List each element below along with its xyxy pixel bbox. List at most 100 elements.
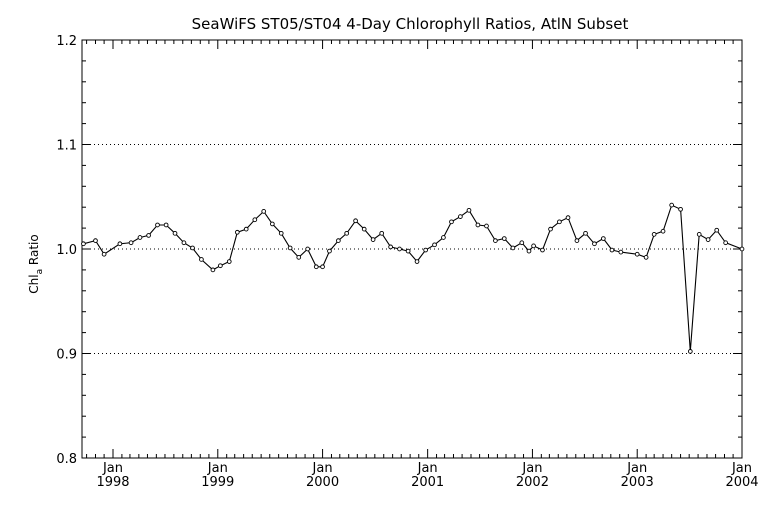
data-point xyxy=(278,230,284,236)
data-point xyxy=(320,264,325,270)
data-point xyxy=(600,236,606,241)
plot-frame xyxy=(81,39,743,459)
data-point xyxy=(705,237,711,242)
data-point xyxy=(660,228,666,234)
data-point xyxy=(81,241,86,247)
data-point xyxy=(526,248,532,254)
data-point xyxy=(678,206,683,212)
data-point xyxy=(714,227,720,233)
data-point xyxy=(388,244,393,250)
data-point xyxy=(336,238,341,243)
y-tick-label: 0.8 xyxy=(56,452,77,467)
data-point xyxy=(269,221,275,227)
data-point xyxy=(651,232,657,237)
data-series xyxy=(81,202,745,354)
data-point xyxy=(155,222,160,228)
data-point xyxy=(548,226,553,232)
data-point xyxy=(146,233,151,238)
data-point xyxy=(313,264,319,270)
data-point xyxy=(344,230,350,236)
data-point xyxy=(181,240,187,246)
data-point xyxy=(609,247,615,253)
data-point xyxy=(669,202,675,208)
data-point xyxy=(252,217,258,223)
x-tick-label-month: Jan xyxy=(626,461,647,476)
x-tick-label-year: 2001 xyxy=(411,475,444,490)
data-point xyxy=(163,222,169,228)
grid-lines xyxy=(82,144,742,354)
data-point xyxy=(634,251,640,257)
series-line xyxy=(83,204,743,352)
x-tick-label-month: Jan xyxy=(731,461,752,476)
data-point xyxy=(226,259,232,264)
data-point xyxy=(261,209,267,214)
data-point xyxy=(370,237,376,242)
data-point xyxy=(210,267,216,273)
y-axis-label-subscript: a xyxy=(35,269,45,275)
data-point xyxy=(405,248,411,254)
data-point xyxy=(540,247,545,253)
y-tick-label: 1.0 xyxy=(56,243,77,258)
x-tick-label-year: 2003 xyxy=(621,475,654,490)
data-point xyxy=(423,247,428,253)
data-point xyxy=(353,218,358,224)
x-tick-label-month: Jan xyxy=(312,461,333,476)
data-point xyxy=(592,241,597,247)
y-tick-label: 1.2 xyxy=(56,34,77,49)
data-point xyxy=(687,349,693,354)
data-point xyxy=(557,219,562,225)
data-point xyxy=(172,230,178,236)
data-point xyxy=(190,245,195,251)
data-point xyxy=(643,255,649,260)
data-point xyxy=(243,226,249,232)
data-point xyxy=(327,248,332,254)
data-point xyxy=(199,257,204,262)
data-point xyxy=(117,241,123,247)
data-point xyxy=(449,219,454,225)
data-point xyxy=(218,263,223,269)
data-point xyxy=(137,235,143,240)
data-point xyxy=(739,246,745,252)
data-point xyxy=(493,238,498,243)
x-tick-label-month: Jan xyxy=(207,461,228,476)
data-point xyxy=(441,235,446,240)
x-tick-label-year: 2002 xyxy=(516,475,549,490)
data-point xyxy=(531,243,536,249)
data-point xyxy=(475,222,481,228)
x-tick-label-year: 2004 xyxy=(725,475,758,490)
data-point xyxy=(296,255,302,260)
data-point xyxy=(414,259,420,264)
data-point xyxy=(466,207,472,213)
data-point xyxy=(618,249,624,255)
x-tick-label-month: Jan xyxy=(102,461,123,476)
data-point xyxy=(305,246,310,252)
y-tick-label: 0.9 xyxy=(56,348,77,363)
y-axis-label: Chla Ratio xyxy=(27,234,45,293)
data-point xyxy=(574,238,580,243)
data-point xyxy=(432,242,437,248)
data-point xyxy=(723,240,728,246)
data-point xyxy=(234,229,240,235)
x-tick-label-year: 1999 xyxy=(201,475,234,490)
data-point xyxy=(565,215,571,220)
data-point xyxy=(128,240,134,246)
x-tick-label-year: 2000 xyxy=(306,475,339,490)
data-point xyxy=(583,230,588,236)
x-tick-label-month: Jan xyxy=(417,461,438,476)
axis-ticks: 0.80.91.01.11.2Jan1998Jan1999Jan2000Jan2… xyxy=(56,34,758,490)
data-point xyxy=(379,230,385,236)
data-point xyxy=(458,214,463,219)
data-point xyxy=(696,232,702,237)
data-point xyxy=(397,246,402,252)
x-tick-label-month: Jan xyxy=(521,461,542,476)
data-point xyxy=(361,226,367,232)
data-point xyxy=(101,251,107,257)
x-tick-label-year: 1998 xyxy=(96,475,129,490)
data-point xyxy=(287,245,293,251)
y-axis-label-main: Chl xyxy=(27,274,41,293)
data-point xyxy=(501,236,507,241)
y-axis-label-suffix: Ratio xyxy=(27,234,41,269)
data-point xyxy=(519,240,525,246)
data-point xyxy=(510,245,516,251)
